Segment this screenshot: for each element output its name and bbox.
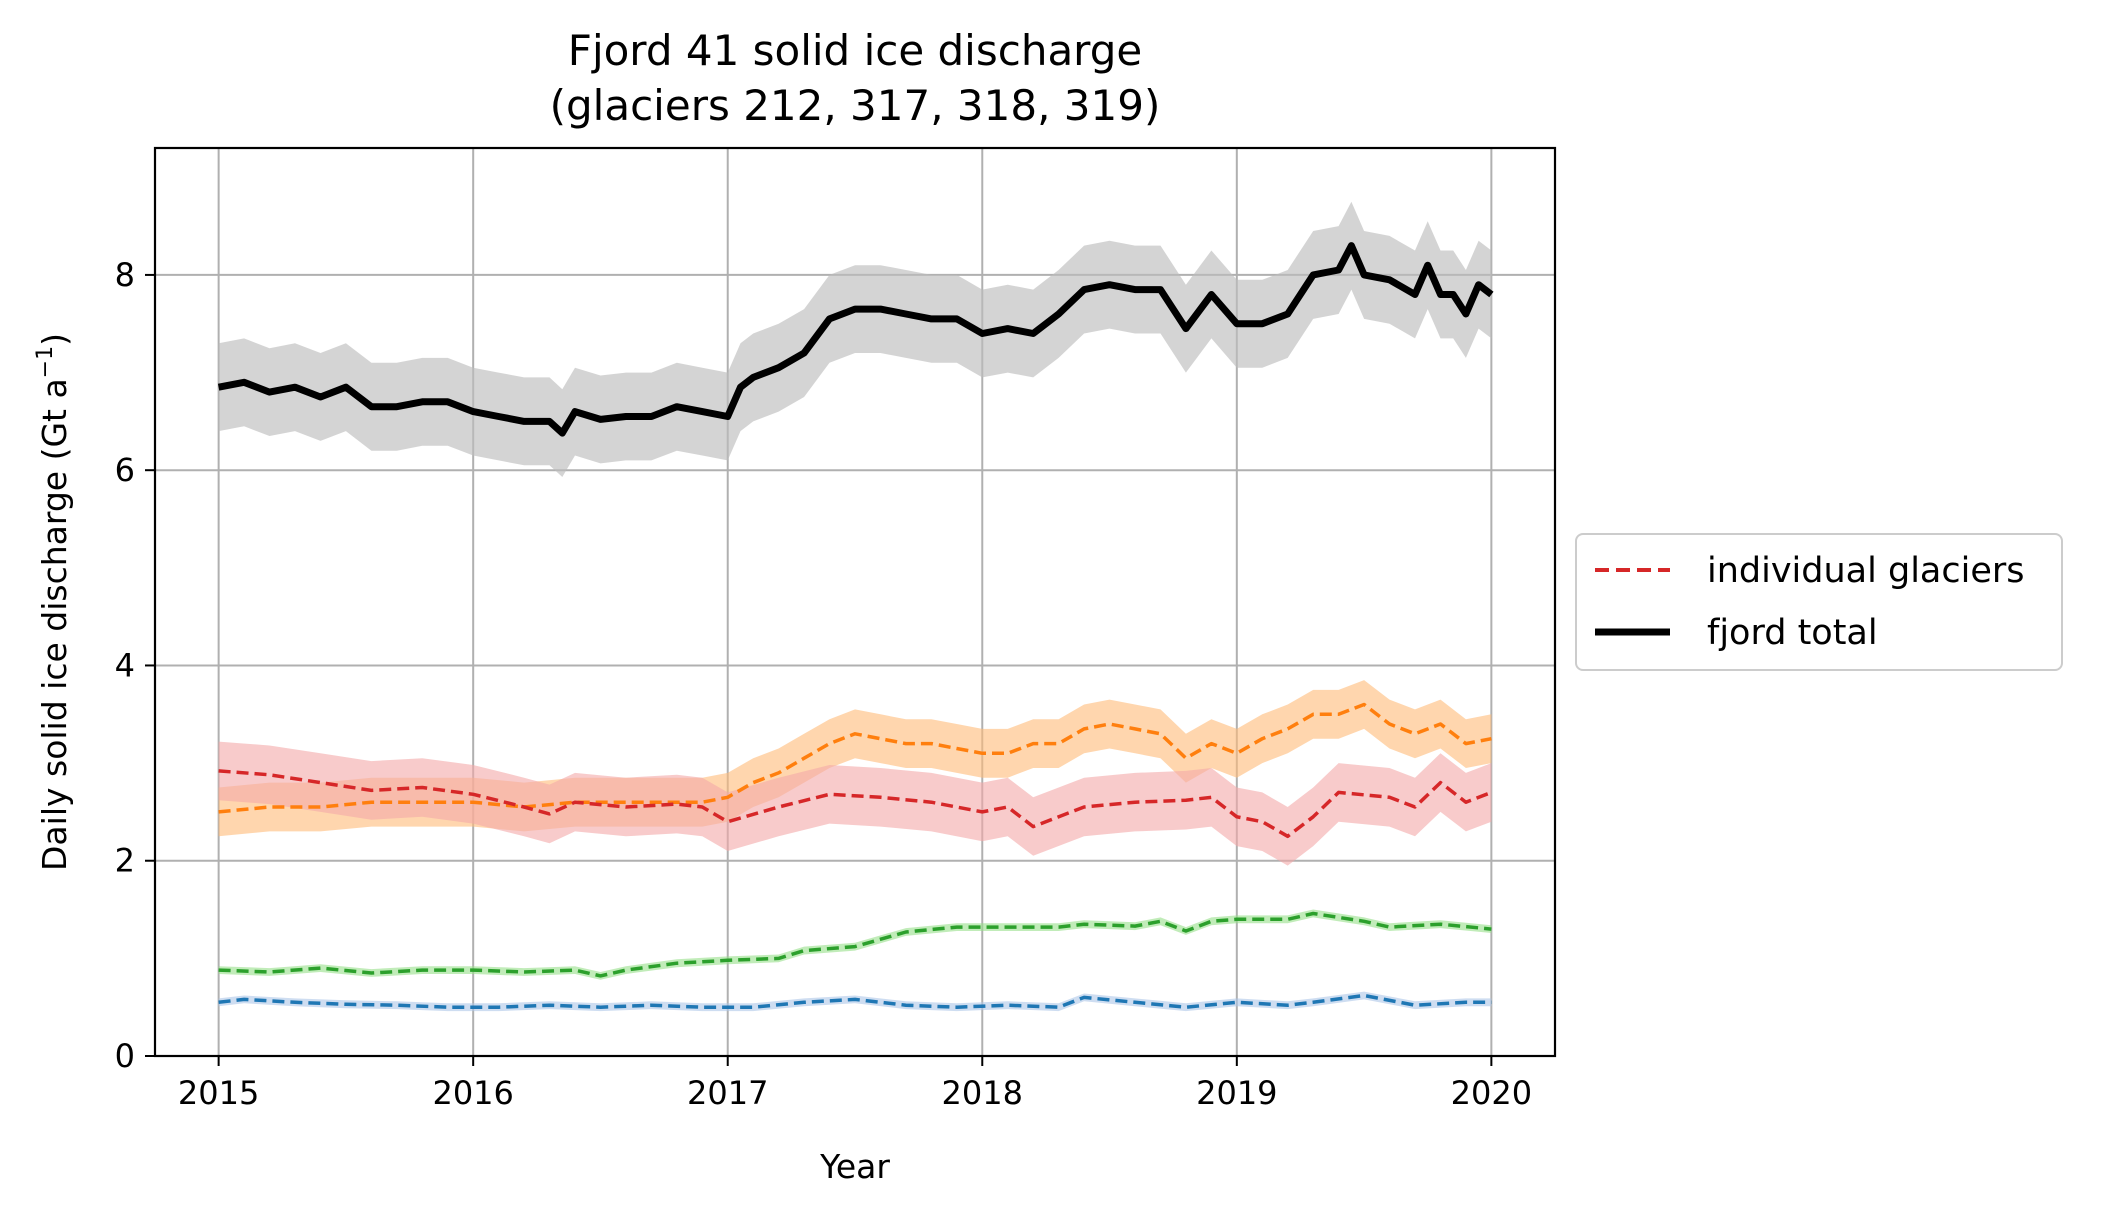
band-fjord-total [218,201,1492,477]
y-tick-label-0: 0 [115,1037,135,1075]
line-glacier-2 [218,769,1493,839]
y-tick-label-2: 4 [115,646,135,684]
y-tick-label-4: 8 [115,256,135,294]
line-glacier-4 [218,993,1492,1009]
x-tick-label-1: 2016 [432,1074,513,1112]
band-glacier-2 [218,741,1492,866]
chart-subtitle: (glaciers 212, 317, 318, 319) [550,81,1161,130]
y-tick-label-1: 2 [115,842,135,880]
y-axis-label-close: ) [35,333,74,346]
y-tick-label-3: 6 [115,451,135,489]
line-fjord-total [217,242,1494,437]
legend: individual glaciers fjord total [1575,533,2063,671]
plot-frame [153,146,1557,1058]
series-lines [217,242,1494,1009]
x-tick-label-0: 2015 [178,1074,259,1112]
legend-label-individual-glaciers: individual glaciers [1707,551,2025,591]
line-glacier-1 [218,702,1492,814]
y-axis-label: Daily solid ice discharge (Gt a−1) [33,333,74,871]
legend-frame [1575,533,2063,671]
x-tick-label-4: 2019 [1196,1074,1277,1112]
chart-title: Fjord 41 solid ice discharge [568,26,1142,75]
axis-ticks: 2015 2016 2017 2018 2019 2020 0 2 4 6 8 [115,256,1532,1112]
x-axis-label: Year [819,1147,890,1186]
x-tick-label-2: 2017 [687,1074,768,1112]
band-glacier-4 [218,991,1492,1012]
y-axis-label-sup: −1 [33,346,58,378]
y-axis-label-main: Daily solid ice discharge (Gt a [35,378,74,871]
uncertainty-bands [218,201,1492,1012]
legend-label-fjord-total: fjord total [1707,613,1878,653]
x-tick-label-5: 2020 [1451,1074,1532,1112]
line-glacier-3 [218,911,1492,978]
x-tick-label-3: 2018 [942,1074,1023,1112]
